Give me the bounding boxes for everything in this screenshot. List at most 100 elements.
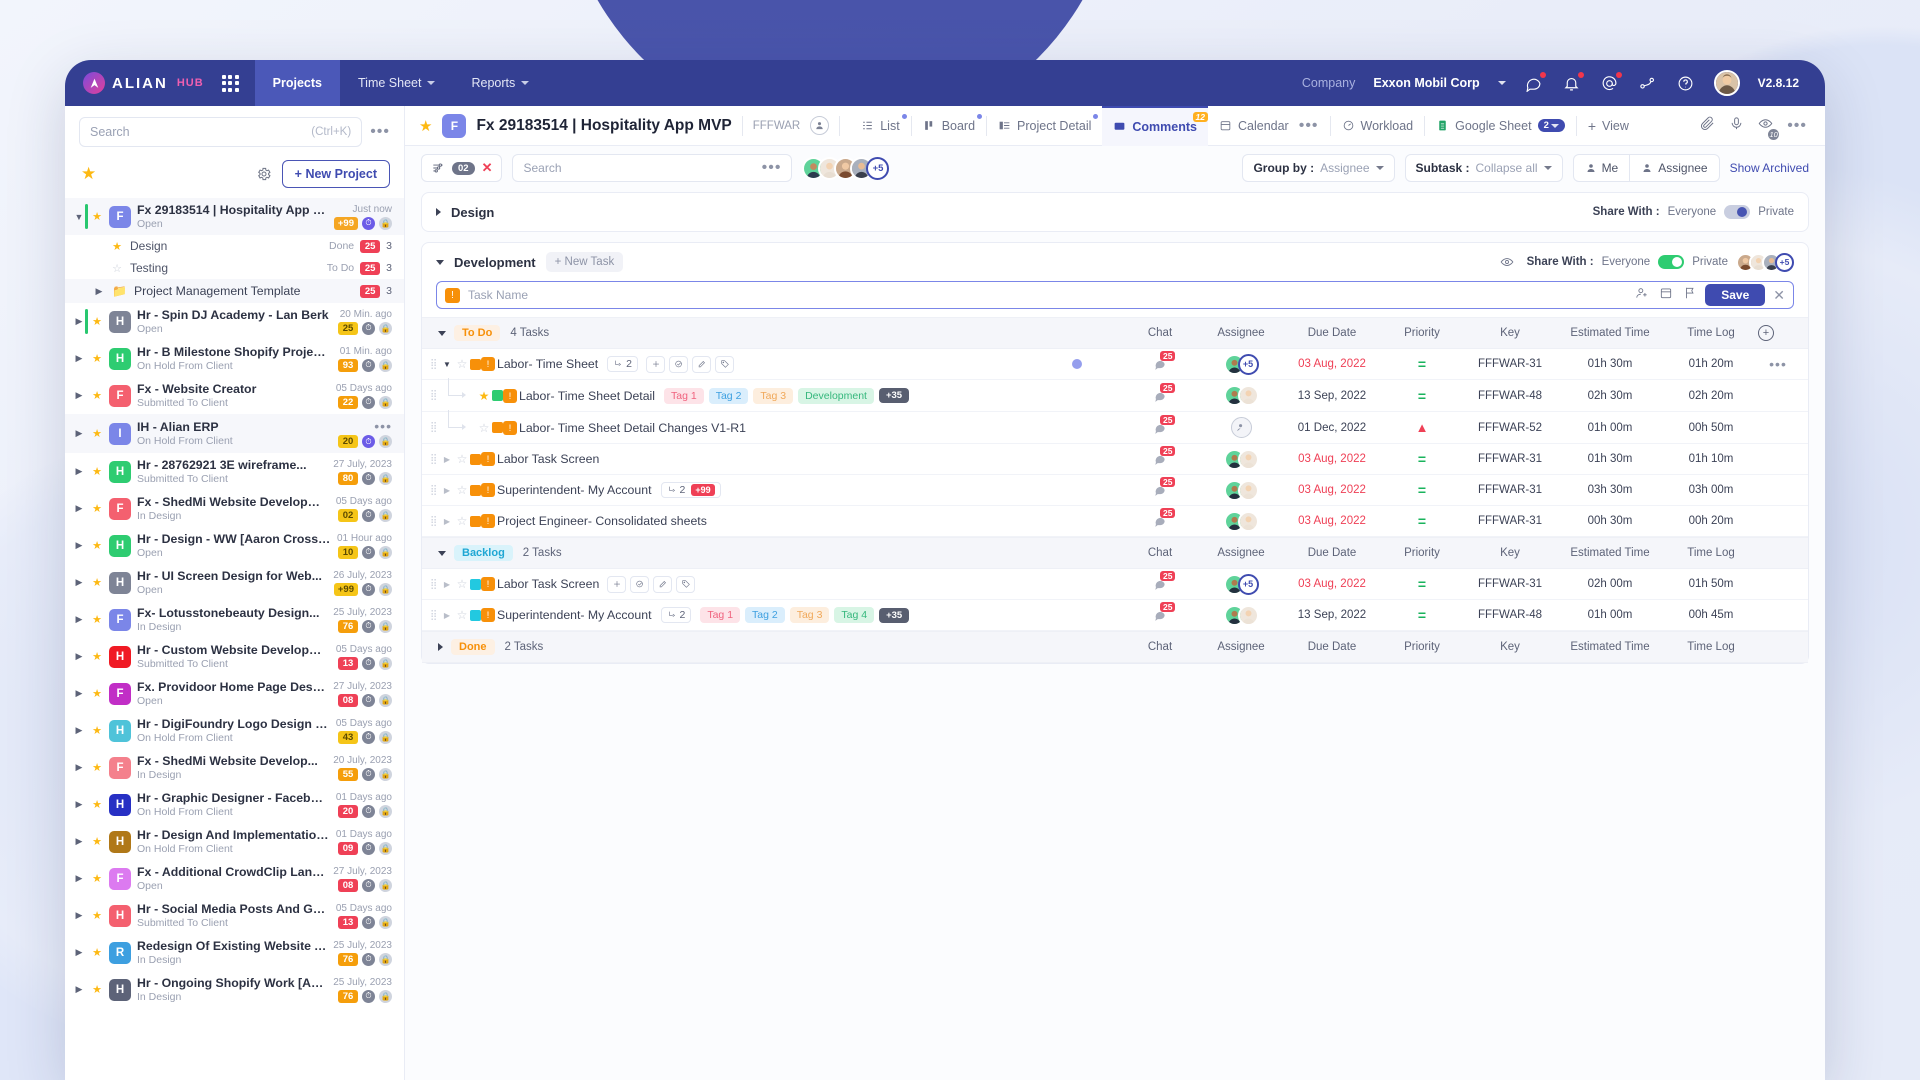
timer-icon[interactable]: ⏱ xyxy=(362,693,375,707)
task-name[interactable]: Labor- Time Sheet xyxy=(497,357,599,371)
star-icon[interactable]: ☆ xyxy=(456,357,468,371)
filter-button[interactable]: 02 ✕ xyxy=(421,154,503,182)
priority-bulb-icon[interactable]: ! xyxy=(481,577,495,591)
timer-icon[interactable]: ⏱ xyxy=(362,216,375,230)
section-header-development[interactable]: Development + New Task Share With : Ever… xyxy=(422,243,1808,281)
expand-arrow-icon[interactable]: ▶ xyxy=(75,799,83,809)
estimated-time-cell[interactable]: 00h 30m xyxy=(1587,515,1633,527)
time-log-cell[interactable]: 01h 50m xyxy=(1688,578,1734,590)
expand-arrow-icon[interactable]: ▶ xyxy=(75,466,83,476)
app-logo[interactable]: ALIAN HUB xyxy=(83,72,204,94)
sidebar-more-icon[interactable]: ••• xyxy=(370,123,390,140)
expand-arrow-icon[interactable]: ▶ xyxy=(443,610,451,620)
timer-icon[interactable]: ⏱ xyxy=(362,989,375,1003)
project-list-item[interactable]: ▶ ★ H Hr - 28762921 3E wireframe... Submitte… xyxy=(65,453,404,490)
sheet-count-badge[interactable]: 2 xyxy=(1537,119,1565,132)
star-icon[interactable]: ★ xyxy=(92,390,102,402)
section-header-design[interactable]: Design Share With : Everyone Private xyxy=(422,193,1808,231)
subtask-count-badge[interactable]: 2 +99 xyxy=(660,482,721,498)
project-list-item[interactable]: ▶ ★ F Fx - Website Creator Submitted To Clie… xyxy=(65,377,404,414)
project-list-item[interactable]: ▶ ★ H Hr - Spin DJ Academy - Lan Berk Open 20… xyxy=(65,303,404,340)
star-icon[interactable]: ★ xyxy=(112,240,122,253)
expand-arrow-icon[interactable] xyxy=(438,643,443,651)
star-icon[interactable]: ★ xyxy=(92,428,102,440)
star-icon[interactable]: ☆ xyxy=(456,608,468,622)
project-list-item[interactable]: ▶ ★ H Hr - Custom Website Developmen... Subm… xyxy=(65,638,404,675)
priority-medium-icon[interactable]: = xyxy=(1417,607,1427,623)
filter-me-button[interactable]: Me xyxy=(1574,155,1630,181)
expand-arrow-icon[interactable]: ▶ xyxy=(443,485,451,495)
add-subtask-button[interactable] xyxy=(607,575,627,593)
priority-cell[interactable]: = xyxy=(1380,608,1464,622)
expand-arrow-icon[interactable]: ▼ xyxy=(74,211,84,222)
drag-handle[interactable]: ⣿ xyxy=(430,453,437,465)
share-toggle[interactable] xyxy=(1658,255,1685,269)
chat-cell[interactable]: 25 xyxy=(1122,414,1198,435)
task-name-input[interactable]: ! Task Name Save ✕ xyxy=(436,281,1794,309)
mic-icon[interactable] xyxy=(1729,116,1744,136)
star-icon[interactable]: ★ xyxy=(92,947,102,959)
gear-icon[interactable] xyxy=(256,166,272,182)
timer-icon[interactable]: ⏱ xyxy=(362,656,375,670)
tab-list[interactable]: List xyxy=(850,106,910,146)
time-log-cell[interactable]: 03h 00m xyxy=(1688,484,1734,496)
task-group-header[interactable]: Done 2 Tasks Chat Assignee Due Date Priority K… xyxy=(422,631,1808,663)
timer-icon[interactable]: ⏱ xyxy=(362,767,375,781)
tag[interactable]: Tag 3 xyxy=(753,387,794,404)
tag[interactable]: Development xyxy=(798,387,874,404)
project-list-item[interactable]: ▶ ★ H Hr - Social Media Posts And Graphic Su… xyxy=(65,897,404,934)
status-square[interactable] xyxy=(470,358,481,370)
table-row[interactable]: ⣿ ▶ ☆! Labor Task Screen 25 03 Aug, 2022 = FFFW… xyxy=(422,444,1808,475)
star-icon[interactable]: ☆ xyxy=(112,262,122,275)
expand-arrow-icon[interactable]: ▶ xyxy=(95,285,103,296)
project-list-item[interactable]: ▶ ★ I IH - Alian ERP On Hold From Client ••• 2… xyxy=(65,414,404,453)
expand-arrow-icon[interactable]: ▶ xyxy=(75,390,83,400)
mention-icon[interactable] xyxy=(1600,72,1622,93)
status-square[interactable] xyxy=(492,390,503,401)
task-group-header[interactable]: Backlog 2 Tasks Chat Assignee Due Date Priori… xyxy=(422,537,1808,569)
status-square[interactable] xyxy=(470,515,481,527)
priority-bulb-icon[interactable]: ! xyxy=(481,483,495,497)
expand-arrow-icon[interactable]: ▶ xyxy=(75,503,83,513)
star-icon[interactable]: ★ xyxy=(92,540,102,552)
chat-cell[interactable]: 25 xyxy=(1122,602,1198,622)
priority-medium-icon[interactable]: = xyxy=(1417,451,1427,467)
chat-cell[interactable]: 25 xyxy=(1122,351,1198,371)
project-list-item[interactable]: ▶ ★ F Fx. Providoor Home Page Design Open 27 … xyxy=(65,675,404,712)
priority-medium-icon[interactable]: = xyxy=(1417,576,1427,592)
more-icon[interactable]: ••• xyxy=(1787,116,1807,134)
search-more-icon[interactable]: ••• xyxy=(761,159,782,176)
timer-icon[interactable]: ⏱ xyxy=(362,730,375,744)
status-square[interactable] xyxy=(470,578,481,590)
due-date-cell[interactable]: 03 Aug, 2022 xyxy=(1298,578,1366,590)
add-subtask-button[interactable] xyxy=(646,355,666,373)
timer-icon[interactable]: ⏱ xyxy=(362,915,375,929)
tag[interactable]: Tag 4 xyxy=(834,607,875,623)
tag[interactable]: Tag 2 xyxy=(708,387,749,404)
priority-medium-icon[interactable]: = xyxy=(1417,356,1427,372)
status-square[interactable] xyxy=(470,453,481,465)
avatar-overflow-badge[interactable]: +5 xyxy=(1237,353,1259,375)
timer-icon[interactable]: ⏱ xyxy=(362,841,375,855)
nav-item-reports[interactable]: Reports xyxy=(453,60,547,106)
expand-arrow-icon[interactable]: ▼ xyxy=(443,359,451,369)
tag[interactable]: +35 xyxy=(878,388,910,403)
edit-button[interactable] xyxy=(692,355,712,373)
add-column-icon[interactable]: + xyxy=(1758,325,1774,341)
table-row[interactable]: ⣿ ▶ ☆! Superintendent- My Account 2 Tag 1 Tag … xyxy=(422,600,1808,631)
time-log-cell[interactable]: 02h 20m xyxy=(1688,389,1734,402)
star-icon[interactable]: ☆ xyxy=(456,452,468,466)
expand-arrow-icon[interactable]: ▶ xyxy=(75,947,83,957)
priority-medium-icon[interactable]: = xyxy=(1417,482,1427,498)
priority-bulb-icon[interactable]: ! xyxy=(503,388,517,403)
close-icon[interactable]: ✕ xyxy=(1773,286,1785,303)
drag-handle[interactable]: ⣿ xyxy=(430,515,437,527)
due-date-cell[interactable]: 13 Sep, 2022 xyxy=(1297,389,1367,402)
nav-item-projects[interactable]: Projects xyxy=(254,60,341,106)
assignee-cell[interactable] xyxy=(1198,510,1284,532)
group-by-select[interactable]: Group by : Assignee xyxy=(1242,154,1395,182)
chat-cell[interactable]: 25 xyxy=(1122,508,1198,528)
star-icon[interactable]: ★ xyxy=(92,836,102,848)
task-name[interactable]: Superintendent- My Account xyxy=(497,608,652,622)
sidebar-subitem-design[interactable]: ★ Design Done 25 3 xyxy=(65,235,404,257)
